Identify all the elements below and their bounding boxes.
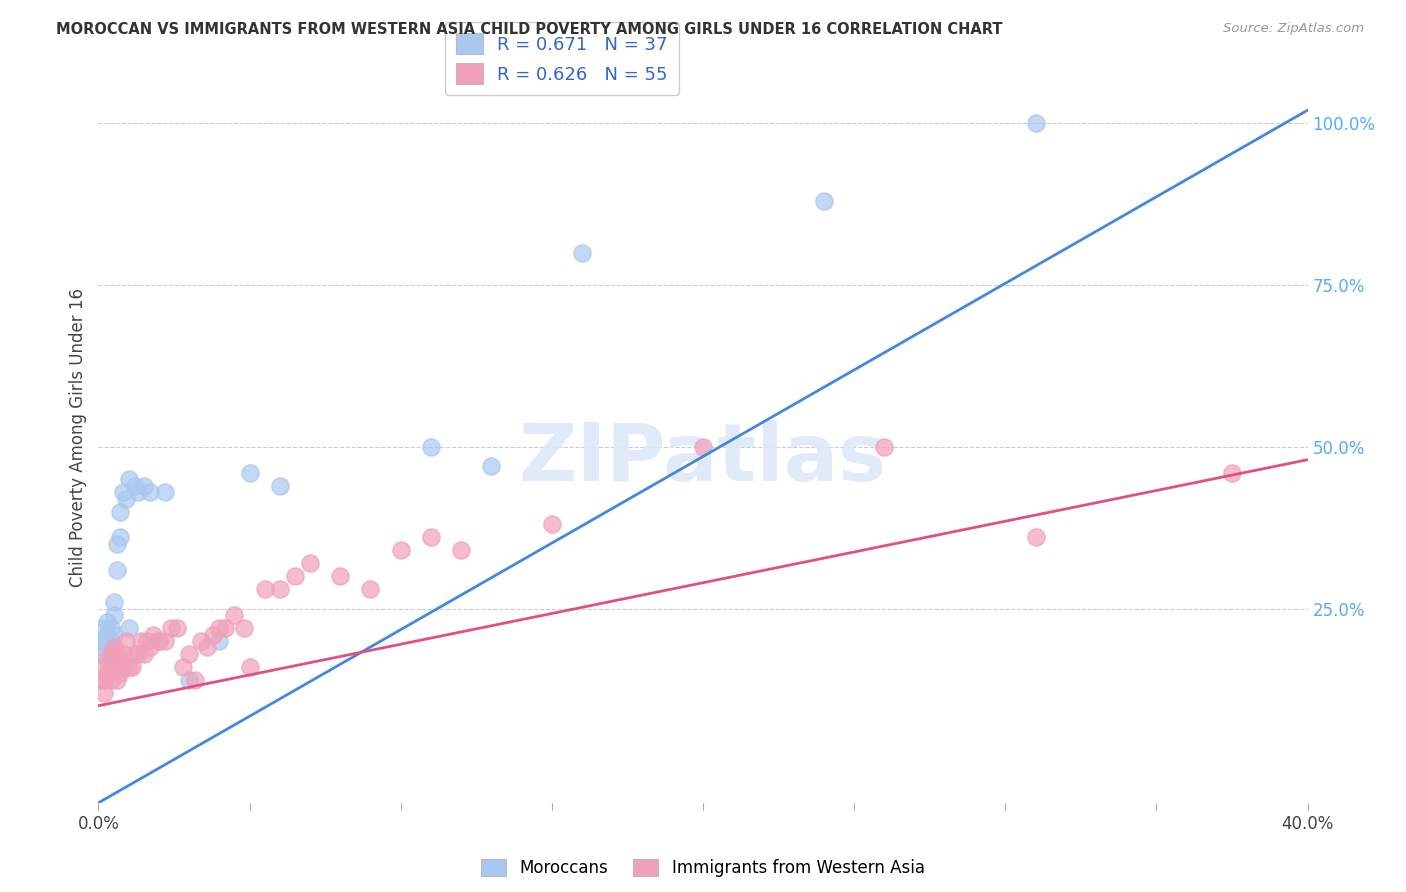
- Point: [100, 621, 122, 635]
- Point: [121, 660, 143, 674]
- Point: [96, 666, 118, 681]
- Point: [148, 634, 170, 648]
- Point: [114, 491, 136, 506]
- Point: [139, 485, 162, 500]
- Point: [135, 634, 157, 648]
- Point: [93, 634, 115, 648]
- Point: [172, 660, 194, 674]
- Point: [142, 627, 165, 641]
- Point: [481, 459, 503, 474]
- Point: [111, 485, 134, 500]
- Text: MOROCCAN VS IMMIGRANTS FROM WESTERN ASIA CHILD POVERTY AMONG GIRLS UNDER 16 CORR: MOROCCAN VS IMMIGRANTS FROM WESTERN ASIA…: [56, 22, 1002, 37]
- Point: [108, 504, 131, 518]
- Point: [202, 627, 225, 641]
- Point: [148, 634, 170, 648]
- Point: [127, 647, 149, 661]
- Point: [214, 621, 236, 635]
- Point: [224, 608, 246, 623]
- Point: [179, 647, 201, 661]
- Point: [108, 653, 131, 667]
- Point: [103, 595, 125, 609]
- Point: [153, 485, 176, 500]
- Point: [420, 440, 443, 454]
- Point: [132, 647, 155, 661]
- Point: [103, 640, 125, 655]
- Point: [389, 543, 412, 558]
- Point: [103, 608, 125, 623]
- Point: [284, 569, 307, 583]
- Point: [96, 615, 118, 629]
- Point: [90, 640, 112, 655]
- Point: [179, 673, 201, 687]
- Point: [195, 640, 218, 655]
- Point: [1024, 530, 1046, 544]
- Point: [160, 621, 183, 635]
- Point: [166, 621, 188, 635]
- Point: [873, 440, 896, 454]
- Text: ZIPatlas: ZIPatlas: [519, 420, 887, 498]
- Point: [360, 582, 382, 597]
- Point: [118, 621, 141, 635]
- Point: [329, 569, 352, 583]
- Point: [208, 634, 231, 648]
- Point: [103, 660, 125, 674]
- Point: [100, 634, 122, 648]
- Y-axis label: Child Poverty Among Girls Under 16: Child Poverty Among Girls Under 16: [69, 287, 87, 587]
- Point: [100, 673, 122, 687]
- Point: [96, 627, 118, 641]
- Legend: Moroccans, Immigrants from Western Asia: Moroccans, Immigrants from Western Asia: [475, 852, 931, 884]
- Point: [124, 478, 146, 492]
- Point: [190, 634, 212, 648]
- Point: [208, 621, 231, 635]
- Point: [253, 582, 276, 597]
- Point: [111, 647, 134, 661]
- Point: [90, 673, 112, 687]
- Point: [93, 686, 115, 700]
- Point: [90, 660, 112, 674]
- Point: [153, 634, 176, 648]
- Point: [100, 647, 122, 661]
- Point: [96, 634, 118, 648]
- Point: [1024, 116, 1046, 130]
- Text: Source: ZipAtlas.com: Source: ZipAtlas.com: [1223, 22, 1364, 36]
- Point: [132, 478, 155, 492]
- Point: [692, 440, 714, 454]
- Point: [232, 621, 254, 635]
- Point: [111, 660, 134, 674]
- Point: [105, 537, 128, 551]
- Point: [105, 673, 128, 687]
- Point: [118, 660, 141, 674]
- Point: [239, 660, 262, 674]
- Point: [269, 478, 291, 492]
- Point: [105, 563, 128, 577]
- Point: [103, 627, 125, 641]
- Point: [114, 634, 136, 648]
- Point: [540, 517, 562, 532]
- Point: [139, 640, 162, 655]
- Point: [450, 543, 472, 558]
- Point: [90, 634, 112, 648]
- Point: [184, 673, 207, 687]
- Point: [108, 530, 131, 544]
- Point: [96, 653, 118, 667]
- Point: [93, 621, 115, 635]
- Point: [124, 647, 146, 661]
- Point: [420, 530, 443, 544]
- Point: [1220, 466, 1243, 480]
- Point: [239, 466, 262, 480]
- Point: [299, 557, 322, 571]
- Point: [118, 472, 141, 486]
- Point: [129, 634, 152, 648]
- Point: [100, 647, 122, 661]
- Point: [127, 485, 149, 500]
- Point: [105, 647, 128, 661]
- Point: [269, 582, 291, 597]
- Point: [571, 245, 593, 260]
- Point: [108, 666, 131, 681]
- Point: [93, 647, 115, 661]
- Point: [813, 194, 835, 208]
- Point: [93, 673, 115, 687]
